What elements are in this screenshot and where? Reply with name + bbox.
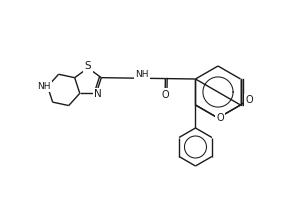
Text: NH: NH (135, 70, 148, 79)
Text: NH: NH (37, 82, 50, 91)
Text: O: O (161, 90, 169, 100)
Text: S: S (85, 61, 91, 71)
Text: N: N (94, 89, 102, 99)
Text: O: O (246, 95, 253, 105)
Text: O: O (216, 113, 224, 123)
